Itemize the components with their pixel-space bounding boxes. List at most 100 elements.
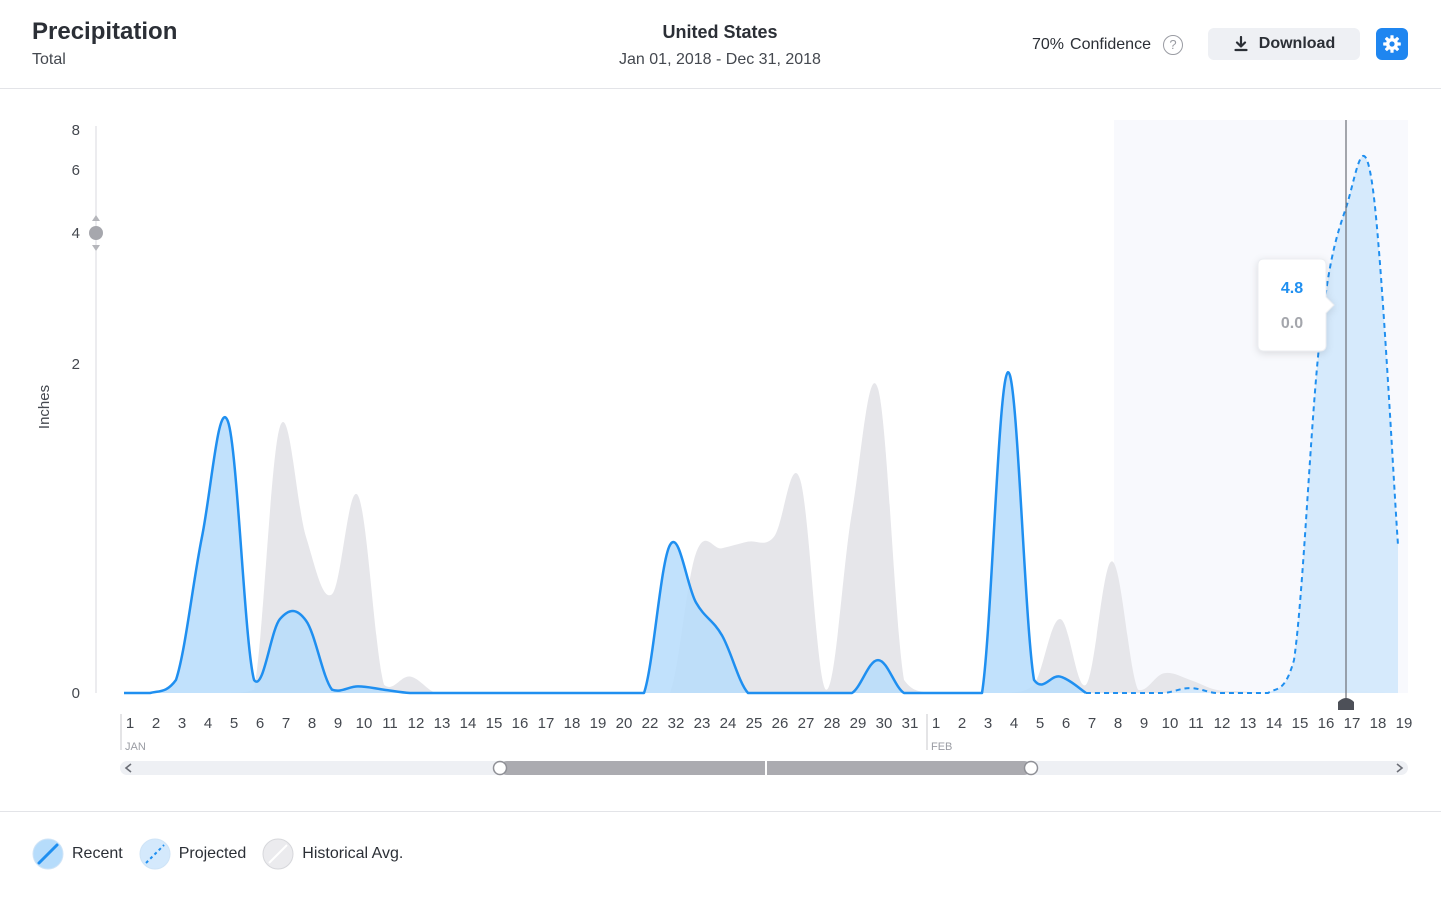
- recent-line: [123, 370, 1087, 695]
- recent-area: [124, 372, 1086, 693]
- x-tick-label: 18: [564, 715, 581, 732]
- legend-item-historical[interactable]: Historical Avg.: [262, 838, 403, 870]
- month-label: FEB: [931, 741, 952, 753]
- x-tick-label: 20: [616, 715, 633, 732]
- recent-swatch-icon: [32, 838, 64, 870]
- x-tick-label: 8: [308, 715, 316, 732]
- legend-label-recent: Recent: [72, 845, 123, 862]
- download-label: Download: [1258, 35, 1336, 52]
- y-axis-title: Inches: [36, 385, 53, 429]
- legend-label-historical: Historical Avg.: [302, 845, 404, 862]
- projected-swatch-icon: [139, 838, 171, 870]
- tooltip-box: [1257, 258, 1335, 352]
- x-tick-label: 17: [1344, 715, 1361, 732]
- x-tick-label: 13: [434, 715, 451, 732]
- confidence-value: 70%: [1032, 36, 1065, 53]
- y-tick-label: 6: [72, 162, 80, 179]
- x-tick-label: 3: [178, 715, 186, 732]
- x-tick-label: 9: [1140, 715, 1148, 732]
- x-tick-label: 1: [932, 715, 940, 732]
- download-button[interactable]: Download: [1208, 28, 1360, 60]
- chart-title: Precipitation: [32, 18, 178, 45]
- x-tick-label: 4: [204, 715, 212, 732]
- x-tick-label: 16: [512, 715, 529, 732]
- x-tick-label: 7: [282, 715, 290, 732]
- x-tick-label: 30: [876, 715, 893, 732]
- x-tick-label: 12: [1214, 715, 1231, 732]
- x-tick-label: 31: [902, 715, 919, 732]
- x-tick-label: 6: [1062, 715, 1070, 732]
- x-tick-label: 2: [152, 715, 160, 732]
- chart-legend: Recent Projected Historical Avg.: [32, 838, 419, 870]
- chart-header: Precipitation Total United States Jan 01…: [0, 0, 1441, 89]
- x-tick-label: 25: [746, 715, 763, 732]
- date-range: Jan 01, 2018 - Dec 31, 2018: [619, 51, 821, 68]
- x-tick-label: 19: [1396, 715, 1413, 732]
- tooltip-secondary-value: 0.0: [1281, 315, 1303, 332]
- x-tick-label: 13: [1240, 715, 1257, 732]
- chart-subtitle: Total: [32, 51, 66, 68]
- plot-area: [123, 120, 1399, 701]
- legend-item-recent[interactable]: Recent: [32, 838, 123, 870]
- x-tick-label: 16: [1318, 715, 1335, 732]
- x-tick-label: 9: [334, 715, 342, 732]
- x-tick-label: 24: [720, 715, 737, 732]
- footer-divider: [0, 811, 1441, 812]
- x-tick-label: 27: [798, 715, 815, 732]
- x-tick-label: 7: [1088, 715, 1096, 732]
- projected-line: [1085, 154, 1399, 695]
- x-tick-label: 19: [590, 715, 607, 732]
- settings-button[interactable]: [1376, 28, 1408, 60]
- scroll-right-icon: [1396, 763, 1404, 773]
- y-tick-label: 2: [72, 356, 80, 373]
- historical-area: [124, 383, 1398, 693]
- y-tick-label: 4: [72, 225, 80, 242]
- x-tick-label: 5: [230, 715, 238, 732]
- x-tick-label: 11: [382, 715, 398, 732]
- x-tick-label: 2: [958, 715, 966, 732]
- x-tick-label: 11: [1188, 715, 1204, 732]
- y-axis: 0 2 4 6 8: [72, 122, 103, 702]
- projected-area: [1086, 155, 1398, 693]
- x-tick-label: 15: [486, 715, 503, 732]
- x-tick-label: 12: [408, 715, 425, 732]
- y-slider-handle: [89, 226, 103, 240]
- x-tick-label: 23: [694, 715, 711, 732]
- y-slider-down-icon: [92, 245, 100, 251]
- x-tick-label: 6: [256, 715, 264, 732]
- x-tick-label: 14: [460, 715, 477, 732]
- x-tick-label: 29: [850, 715, 867, 732]
- y-tick-label: 8: [72, 122, 80, 139]
- download-icon: [1234, 36, 1248, 52]
- y-slider-up-icon: [92, 215, 100, 221]
- month-label: JAN: [125, 741, 146, 753]
- x-tick-label: 26: [772, 715, 789, 732]
- x-tick-label: 17: [538, 715, 555, 732]
- confidence-label: Confidence: [1070, 36, 1151, 53]
- x-tick-label: 5: [1036, 715, 1044, 732]
- help-icon[interactable]: ?: [1162, 35, 1183, 55]
- legend-label-projected: Projected: [178, 845, 247, 862]
- y-tick-label: 0: [72, 685, 80, 702]
- x-tick-label: 10: [1162, 715, 1179, 732]
- scroll-left-icon: [124, 763, 132, 773]
- scrollbar-handle-left: [492, 760, 508, 776]
- value-tooltip: 4.8 0.0: [1257, 258, 1335, 352]
- x-tick-label: 8: [1114, 715, 1122, 732]
- x-tick-label: 18: [1370, 715, 1387, 732]
- region-name: United States: [662, 22, 778, 42]
- x-axis: 1 2 3 4 5 6 7 8 9 10 11 12 13 14 15 16 17 18 19 20 22 32 23 24 2…: [120, 698, 1413, 753]
- gear-icon: [1383, 35, 1401, 53]
- x-tick-label: 1: [126, 715, 134, 732]
- x-tick-label: 28: [824, 715, 841, 732]
- historical-swatch-icon: [262, 838, 294, 870]
- crosshair-marker-icon: [1338, 698, 1354, 710]
- confidence-control[interactable]: 70% Confidence ?: [1032, 35, 1183, 55]
- x-tick-label: 14: [1266, 715, 1283, 732]
- legend-item-projected[interactable]: Projected: [139, 838, 247, 870]
- tooltip-primary-value: 4.8: [1281, 280, 1303, 297]
- range-scrollbar[interactable]: [120, 760, 1408, 776]
- x-tick-label: 4: [1010, 715, 1018, 732]
- x-tick-label: 32: [668, 715, 685, 732]
